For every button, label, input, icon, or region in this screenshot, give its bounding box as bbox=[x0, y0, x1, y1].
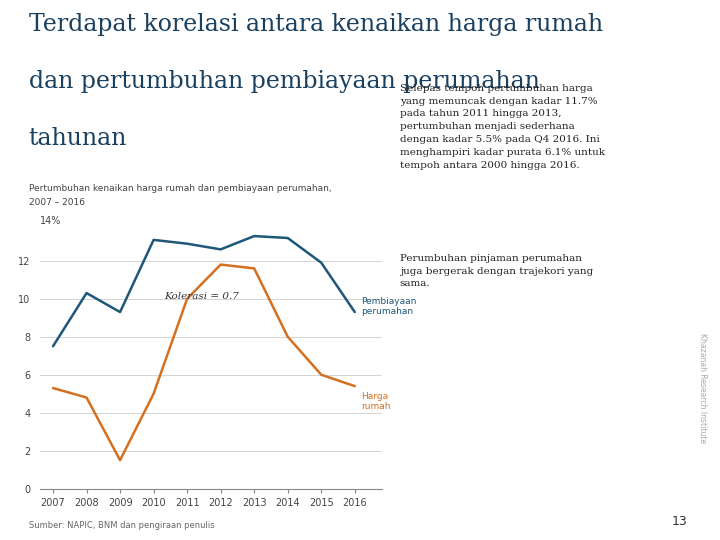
Text: Kolerasi = 0.7: Kolerasi = 0.7 bbox=[163, 292, 238, 301]
Text: Terdapat korelasi antara kenaikan harga rumah: Terdapat korelasi antara kenaikan harga … bbox=[29, 14, 603, 37]
Text: Pembiayaan
perumahan: Pembiayaan perumahan bbox=[361, 296, 417, 316]
Text: 2007 – 2016: 2007 – 2016 bbox=[29, 198, 85, 207]
Text: Pertumbuhan kenaikan harga rumah dan pembiayaan perumahan,: Pertumbuhan kenaikan harga rumah dan pem… bbox=[29, 184, 331, 193]
Text: Sumber: NAPIC, BNM dan pengiraan penulis: Sumber: NAPIC, BNM dan pengiraan penulis bbox=[29, 521, 215, 530]
Text: Harga
rumah: Harga rumah bbox=[361, 392, 391, 411]
Text: Perumbuhan pinjaman perumahan
juga bergerak dengan trajekori yang
sama.: Perumbuhan pinjaman perumahan juga berge… bbox=[400, 254, 593, 288]
Text: tahunan: tahunan bbox=[29, 127, 127, 150]
Text: Khazanah Research Institute: Khazanah Research Institute bbox=[698, 333, 706, 443]
Text: Selepas tempoh pertumbuhan harga
yang memuncak dengan kadar 11.7%
pada tahun 201: Selepas tempoh pertumbuhan harga yang me… bbox=[400, 84, 605, 170]
Text: dan pertumbuhan pembiayaan perumahan: dan pertumbuhan pembiayaan perumahan bbox=[29, 70, 540, 93]
Text: 13: 13 bbox=[672, 515, 688, 528]
Text: 14%: 14% bbox=[40, 216, 61, 226]
